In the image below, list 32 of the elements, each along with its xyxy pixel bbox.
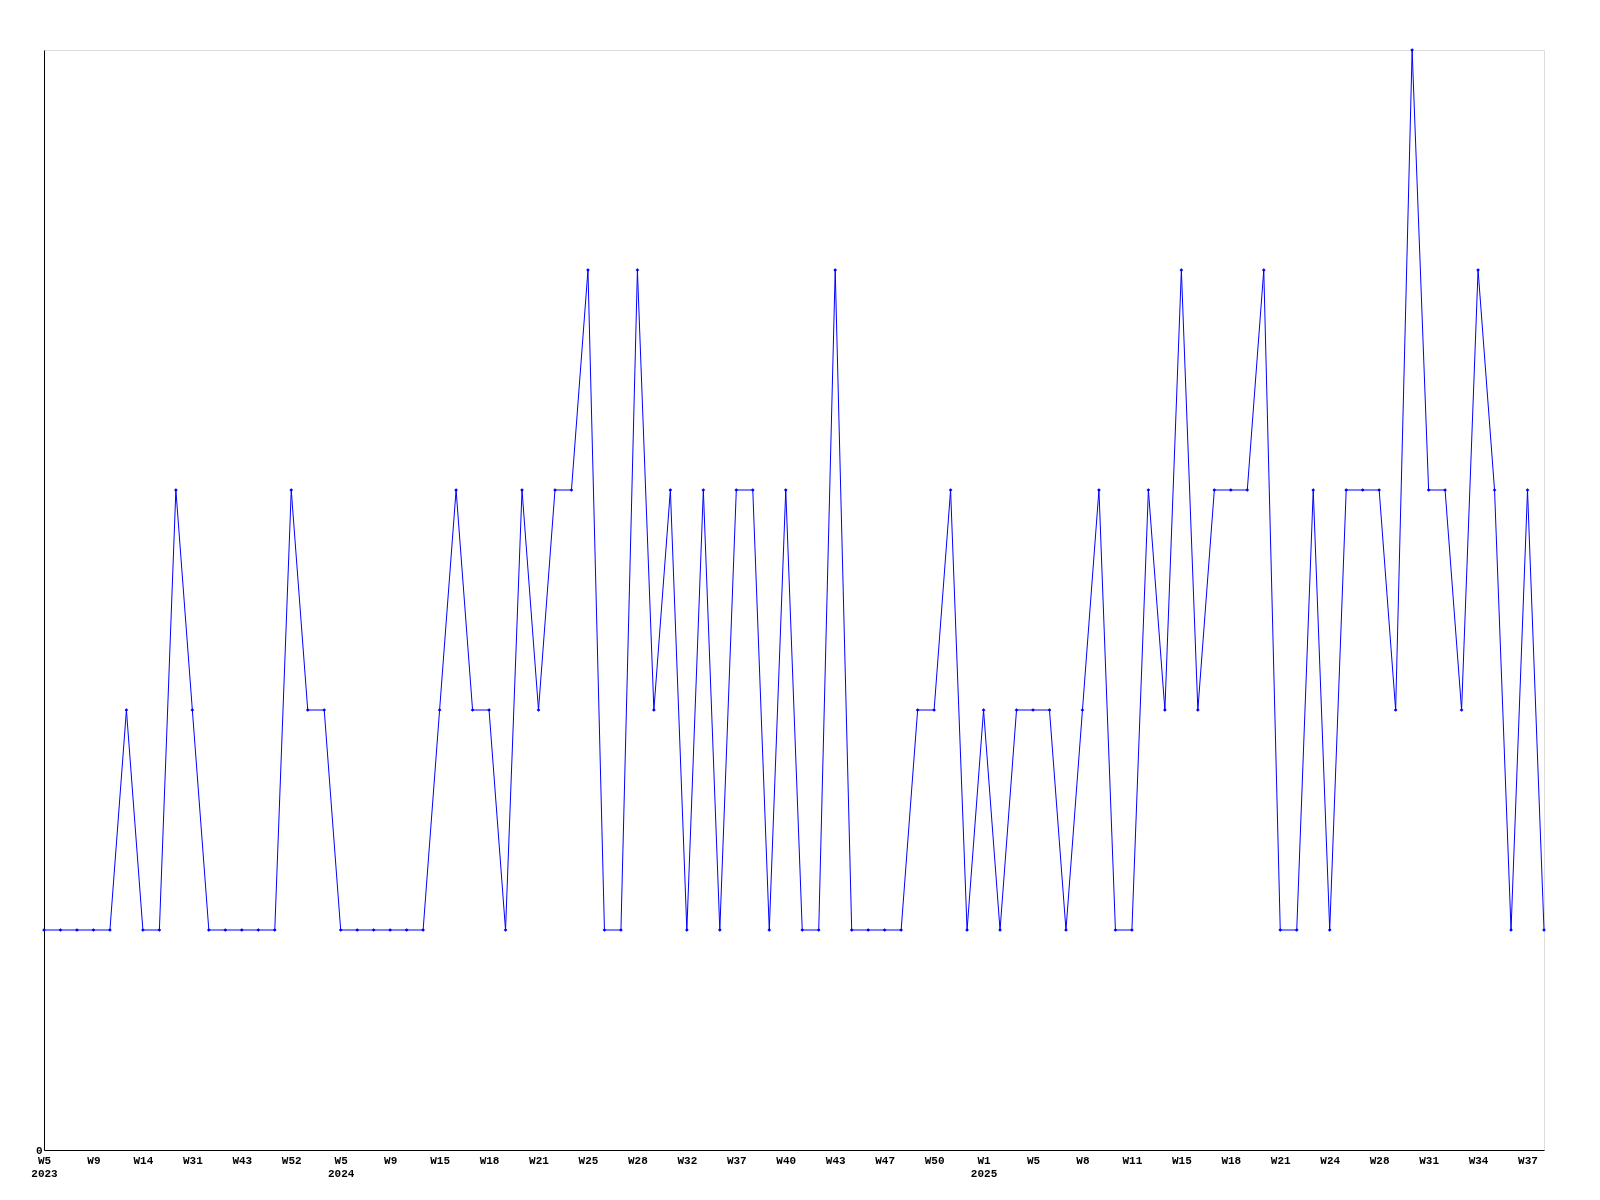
x-tick-label: W43 xyxy=(232,1154,253,1167)
x-tick-label: W52 xyxy=(281,1154,302,1167)
x-tick-label: W8 xyxy=(1076,1154,1090,1167)
x-tick-label: W9 xyxy=(384,1154,398,1167)
x-tick-label: W18 xyxy=(1221,1154,1242,1167)
x-tick-label: W37 xyxy=(726,1154,747,1167)
x-tick-label: W47 xyxy=(875,1154,896,1167)
x-tick-label: W21 xyxy=(1270,1154,1292,1167)
x-tick-label: W31 xyxy=(182,1154,204,1167)
x-tick-label: W43 xyxy=(825,1154,846,1167)
x-tick-label: W50 xyxy=(924,1154,945,1167)
x-tick-label: W9 xyxy=(87,1154,101,1167)
x-tick-label: W1 2025 xyxy=(970,1154,998,1180)
x-tick-label: W25 xyxy=(578,1154,599,1167)
x-tick-label: W18 xyxy=(479,1154,500,1167)
x-tick-label: W37 xyxy=(1518,1154,1538,1167)
x-tick-label: W34 xyxy=(1468,1154,1489,1167)
x-tick-label: W5 xyxy=(1026,1154,1041,1167)
x-tick-label: W5 2023 xyxy=(31,1154,59,1180)
x-tick-label: W28 xyxy=(628,1154,649,1167)
x-tick-label: W40 xyxy=(776,1154,797,1167)
x-tick-label: W31 xyxy=(1419,1154,1440,1167)
x-tick-label: W24 xyxy=(1320,1154,1341,1167)
text: 0 xyxy=(35,1144,43,1157)
x-tick-label: W14 xyxy=(133,1154,154,1167)
x-tick-label: W28 xyxy=(1369,1154,1390,1167)
x-tick-label: W11 xyxy=(1122,1154,1143,1167)
x-tick-label: W15 xyxy=(430,1154,451,1167)
x-tick-label: W15 xyxy=(1171,1154,1193,1167)
x-tick-label: W21 xyxy=(529,1154,550,1167)
x-tick-label: W5 2024 xyxy=(328,1154,355,1180)
x-tick-label: W32 xyxy=(677,1154,698,1167)
